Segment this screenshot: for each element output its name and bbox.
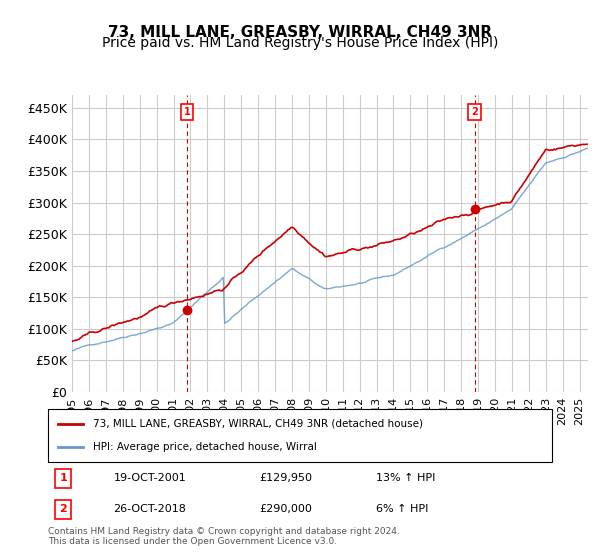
- Text: £129,950: £129,950: [260, 473, 313, 483]
- Text: 13% ↑ HPI: 13% ↑ HPI: [376, 473, 435, 483]
- Text: Contains HM Land Registry data © Crown copyright and database right 2024.
This d: Contains HM Land Registry data © Crown c…: [48, 526, 400, 546]
- Text: 1: 1: [59, 473, 67, 483]
- Text: HPI: Average price, detached house, Wirral: HPI: Average price, detached house, Wirr…: [94, 442, 317, 452]
- Text: 2: 2: [59, 504, 67, 514]
- Text: 6% ↑ HPI: 6% ↑ HPI: [376, 504, 428, 514]
- Text: 19-OCT-2001: 19-OCT-2001: [113, 473, 186, 483]
- Text: 73, MILL LANE, GREASBY, WIRRAL, CH49 3NR (detached house): 73, MILL LANE, GREASBY, WIRRAL, CH49 3NR…: [94, 419, 424, 429]
- Text: 73, MILL LANE, GREASBY, WIRRAL, CH49 3NR: 73, MILL LANE, GREASBY, WIRRAL, CH49 3NR: [108, 25, 492, 40]
- FancyBboxPatch shape: [48, 409, 552, 462]
- Text: 26-OCT-2018: 26-OCT-2018: [113, 504, 187, 514]
- Text: Price paid vs. HM Land Registry's House Price Index (HPI): Price paid vs. HM Land Registry's House …: [102, 36, 498, 50]
- Text: 2: 2: [471, 107, 478, 117]
- Text: £290,000: £290,000: [260, 504, 313, 514]
- Text: 1: 1: [184, 107, 190, 117]
